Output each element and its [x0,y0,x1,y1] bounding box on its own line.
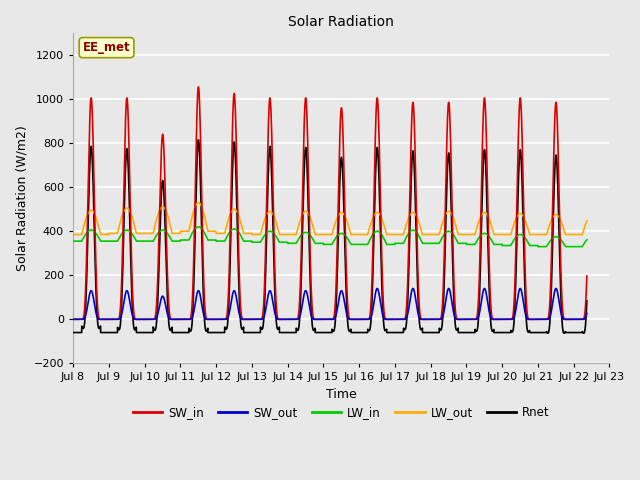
Y-axis label: Solar Radiation (W/m2): Solar Radiation (W/m2) [15,125,28,271]
Title: Solar Radiation: Solar Radiation [289,15,394,29]
SW_out [432,316,440,322]
SW_in [432,316,440,322]
SW_in [321,316,329,322]
Rnet [166,325,173,331]
X-axis label: Time: Time [326,388,356,401]
LW_in [432,240,440,246]
LW_out [321,232,329,238]
SW_out [166,316,173,322]
SW_in [461,316,469,322]
LW_in [321,241,329,247]
Rnet [321,330,329,336]
SW_out [461,316,469,322]
SW_out [321,316,329,322]
Rnet [69,330,77,336]
LW_in [166,233,173,239]
Line: Rnet: Rnet [73,140,587,333]
Rnet [492,330,500,336]
LW_out [69,232,77,238]
LW_in [461,240,469,246]
SW_in [492,316,500,322]
LW_out [461,232,469,238]
Line: LW_out: LW_out [73,203,587,235]
Rnet [432,330,440,336]
LW_out [166,219,173,225]
Rnet [461,330,469,336]
Legend: SW_in, SW_out, LW_in, LW_out, Rnet: SW_in, SW_out, LW_in, LW_out, Rnet [128,401,555,423]
LW_out [432,232,440,238]
LW_in [492,241,500,247]
Line: LW_in: LW_in [73,227,587,247]
Line: SW_in: SW_in [73,87,587,319]
SW_out [69,316,77,322]
LW_out [492,232,500,238]
Text: EE_met: EE_met [83,41,131,54]
Line: SW_out: SW_out [73,288,587,319]
SW_out [492,316,500,322]
SW_in [69,316,77,322]
SW_in [166,310,173,316]
LW_in [69,238,77,244]
